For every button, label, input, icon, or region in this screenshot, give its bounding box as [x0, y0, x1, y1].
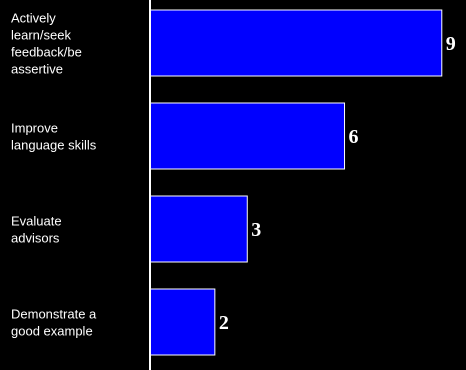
data-label-2: 6 [349, 126, 359, 148]
category-label-line: feedback/be [11, 45, 82, 60]
data-label-3: 3 [251, 219, 261, 241]
category-label-2: Improve language skills [11, 121, 97, 153]
category-label-line: learn/seek [11, 28, 71, 43]
category-label-1: Actively learn/seek feedback/be assertive [11, 11, 82, 77]
category-label-3: Evaluate advisors [11, 214, 62, 246]
data-label-1: 9 [446, 33, 456, 55]
data-label-4: 2 [219, 312, 229, 334]
bar-1 [149, 9, 443, 77]
bar-3 [149, 195, 248, 263]
category-label-4: Demonstrate a good example [11, 307, 97, 339]
category-label-line: language skills [11, 138, 97, 153]
category-label-line: good example [11, 324, 93, 339]
category-label-line: assertive [11, 62, 63, 77]
category-label-line: Evaluate [11, 214, 62, 229]
bar-2 [149, 102, 346, 170]
category-label-line: Actively [11, 11, 56, 26]
bar-4 [149, 288, 216, 356]
category-label-line: Improve [11, 121, 58, 136]
category-label-line: advisors [11, 231, 60, 246]
category-label-line: Demonstrate a [11, 307, 97, 322]
